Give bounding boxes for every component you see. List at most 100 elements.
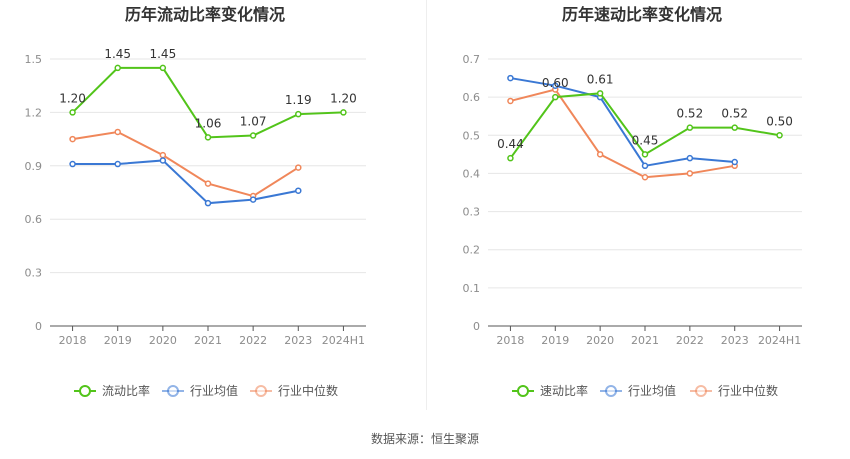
data-point-main <box>776 132 783 139</box>
data-point-median <box>507 97 514 105</box>
y-tick-label: 0.2 <box>463 244 481 257</box>
x-tick-label: 2020 <box>586 334 614 347</box>
legend-marker-icon <box>605 385 617 397</box>
x-tick-label: 2023 <box>721 334 749 347</box>
legend-marker-icon <box>167 385 179 397</box>
legend-marker-icon <box>517 385 529 397</box>
data-point-avg <box>641 162 649 170</box>
chart-panel-1: 历年流动比率变化情况 0 0.3 0.6 0.9 1.2 1.5 2018 2019 2020 20… <box>25 5 366 398</box>
legend-item-median[interactable]: 行业中位数 <box>250 383 338 398</box>
data-point-main <box>552 93 559 101</box>
data-point-median <box>159 151 167 159</box>
legend-item-main[interactable]: 速动比率 <box>512 383 588 398</box>
x-tick-label: 2024H1 <box>758 334 801 347</box>
data-label: 1.20 <box>330 91 357 105</box>
y-tick-label: 0.6 <box>25 213 43 226</box>
data-point-avg <box>69 160 76 168</box>
data-point-main <box>731 124 738 131</box>
data-label: 0.45 <box>632 133 659 147</box>
data-point-avg <box>204 199 212 207</box>
x-tick-label: 2022 <box>676 334 704 347</box>
data-point-main <box>641 151 649 158</box>
data-label: 0.44 <box>497 137 524 151</box>
y-tick-label: 0.3 <box>463 206 481 219</box>
legend-item-median[interactable]: 行业中位数 <box>690 383 778 398</box>
data-point-main <box>295 110 302 118</box>
data-label: 1.19 <box>285 93 312 107</box>
data-label: 1.45 <box>149 47 176 61</box>
data-point-median <box>596 151 604 158</box>
data-point-main <box>114 64 121 72</box>
legend-label: 行业中位数 <box>718 383 778 398</box>
x-tick-label: 2019 <box>541 334 569 347</box>
x-tick-label: 2019 <box>104 334 132 347</box>
x-tick-label: 2020 <box>149 334 177 347</box>
data-label: 1.20 <box>59 91 86 105</box>
chart-title: 历年流动比率变化情况 <box>125 5 285 24</box>
data-label: 1.45 <box>104 47 131 61</box>
data-point-avg <box>114 160 121 168</box>
data-point-median <box>114 128 121 136</box>
data-point-median <box>204 180 212 187</box>
data-point-median <box>686 170 694 177</box>
y-tick-label: 0.5 <box>463 129 481 142</box>
data-label: 0.60 <box>542 76 569 90</box>
data-label: 0.61 <box>587 72 614 86</box>
data-point-main <box>69 109 76 116</box>
y-tick-label: 0.4 <box>463 167 481 180</box>
x-tick-label: 2024H1 <box>322 334 365 347</box>
y-tick-label: 0 <box>473 320 480 333</box>
series-line-avg <box>510 77 735 167</box>
y-tick-label: 0.7 <box>463 53 481 66</box>
series-line-avg <box>72 159 299 205</box>
legend-item-avg[interactable]: 行业均值 <box>600 383 676 398</box>
legend-marker-icon <box>79 385 91 397</box>
data-label: 1.06 <box>195 116 222 130</box>
series-line-median <box>72 130 299 198</box>
data-point-median <box>641 173 649 181</box>
panel-divider <box>426 0 427 410</box>
y-tick-label: 0.9 <box>25 160 43 173</box>
data-point-avg <box>731 158 738 166</box>
data-point-avg <box>295 187 302 194</box>
y-tick-label: 0.1 <box>463 282 481 295</box>
data-point-main <box>686 124 694 131</box>
legend-marker-icon <box>255 385 267 397</box>
data-point-avg <box>552 82 559 89</box>
data-label: 0.52 <box>676 107 703 121</box>
data-point-main <box>159 64 167 72</box>
legend-item-avg[interactable]: 行业均值 <box>162 383 238 398</box>
y-tick-label: 0 <box>35 320 42 333</box>
y-tick-label: 1.2 <box>25 106 43 119</box>
legend-label: 行业均值 <box>190 383 238 398</box>
y-tick-label: 0.3 <box>25 267 43 280</box>
x-tick-label: 2023 <box>284 334 312 347</box>
data-point-avg <box>686 154 694 162</box>
data-point-main <box>204 134 212 141</box>
data-point-main <box>596 90 604 97</box>
legend-item-main[interactable]: 流动比率 <box>74 383 150 398</box>
x-tick-label: 2021 <box>631 334 659 347</box>
series-line-median <box>510 88 735 179</box>
data-point-main <box>249 132 257 139</box>
data-point-avg <box>159 157 167 164</box>
series-line-main <box>509 92 780 159</box>
y-tick-label: 1.5 <box>25 53 43 66</box>
chart-panel-2: 历年速动比率变化情况 0 0.1 0.2 0.3 0.4 0.5 0.6 0.7 2018 2019… <box>463 5 802 398</box>
x-tick-label: 2018 <box>59 334 87 347</box>
legend-label: 速动比率 <box>540 383 588 398</box>
data-point-main <box>340 109 347 116</box>
legend-label: 行业中位数 <box>278 383 338 398</box>
data-label: 1.07 <box>240 115 267 129</box>
data-label: 0.52 <box>721 107 748 121</box>
data-point-median <box>69 135 76 143</box>
y-tick-label: 0.6 <box>463 91 481 104</box>
data-point-main <box>507 154 514 162</box>
legend-label: 流动比率 <box>102 383 150 398</box>
data-source-note: 数据来源：恒生聚源 <box>370 432 479 446</box>
x-tick-label: 2018 <box>496 334 524 347</box>
legend-label: 行业均值 <box>628 383 676 398</box>
x-tick-label: 2022 <box>239 334 267 347</box>
